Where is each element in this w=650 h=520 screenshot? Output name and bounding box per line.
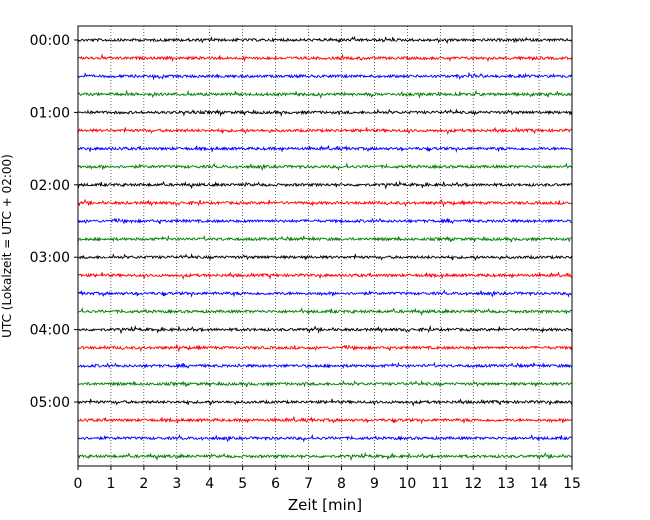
y-axis: 00:00 01:00 02:00 03:00 04:00 05:00 (30, 33, 78, 411)
trace-line (77, 108, 573, 118)
trace-line (77, 271, 573, 280)
x-tick-label: 6 (271, 476, 280, 492)
trace-line (77, 398, 573, 407)
y-tick-label: 00:00 (30, 33, 70, 49)
x-tick-label: 0 (74, 476, 83, 492)
trace-line (77, 162, 573, 172)
trace-line (77, 71, 573, 81)
trace-line (77, 451, 573, 461)
trace-line (77, 253, 573, 262)
x-tick-label: 9 (370, 476, 379, 492)
x-tick-label: 14 (530, 476, 548, 492)
trace-line (77, 126, 573, 136)
trace-line (77, 234, 573, 243)
trace-line (77, 307, 573, 317)
trace-line (77, 433, 573, 443)
y-tick-label: 02:00 (30, 178, 70, 194)
trace-line (77, 35, 573, 45)
x-tick-label: 4 (205, 476, 214, 492)
x-axis: 0 1 2 3 4 5 6 7 8 9 10 11 12 13 14 15 (74, 466, 581, 492)
trace-line (77, 343, 573, 353)
grid-lines (110, 26, 540, 466)
y-tick-label: 05:00 (30, 395, 70, 411)
x-tick-label: 7 (304, 476, 313, 492)
x-tick-label: 2 (139, 476, 148, 492)
trace-line (77, 361, 573, 369)
x-tick-label: 10 (398, 476, 416, 492)
trace-line (77, 144, 573, 153)
trace-line (77, 53, 573, 63)
x-tick-label: 8 (337, 476, 346, 492)
trace-line (77, 324, 573, 335)
y-axis-label: UTC (Lokalzeit = UTC + 02:00) (0, 154, 14, 338)
x-tick-label: 15 (563, 476, 581, 492)
y-tick-label: 01:00 (30, 105, 70, 121)
trace-line (77, 198, 573, 208)
trace-line (77, 415, 573, 425)
trace-group (77, 35, 573, 461)
x-tick-label: 1 (106, 476, 115, 492)
x-axis-label: Zeit [min] (288, 496, 362, 514)
trace-line (77, 180, 573, 190)
trace-line (77, 217, 572, 225)
y-tick-label: 04:00 (30, 323, 70, 339)
x-tick-label: 3 (172, 476, 181, 492)
y-tick-label: 03:00 (30, 250, 70, 266)
trace-line (77, 379, 573, 388)
x-tick-label: 13 (497, 476, 515, 492)
x-tick-label: 5 (238, 476, 247, 492)
trace-line (77, 89, 573, 100)
x-tick-label: 12 (464, 476, 482, 492)
trace-line (77, 289, 573, 298)
plot-frame (77, 25, 573, 467)
x-tick-label: 11 (431, 476, 449, 492)
